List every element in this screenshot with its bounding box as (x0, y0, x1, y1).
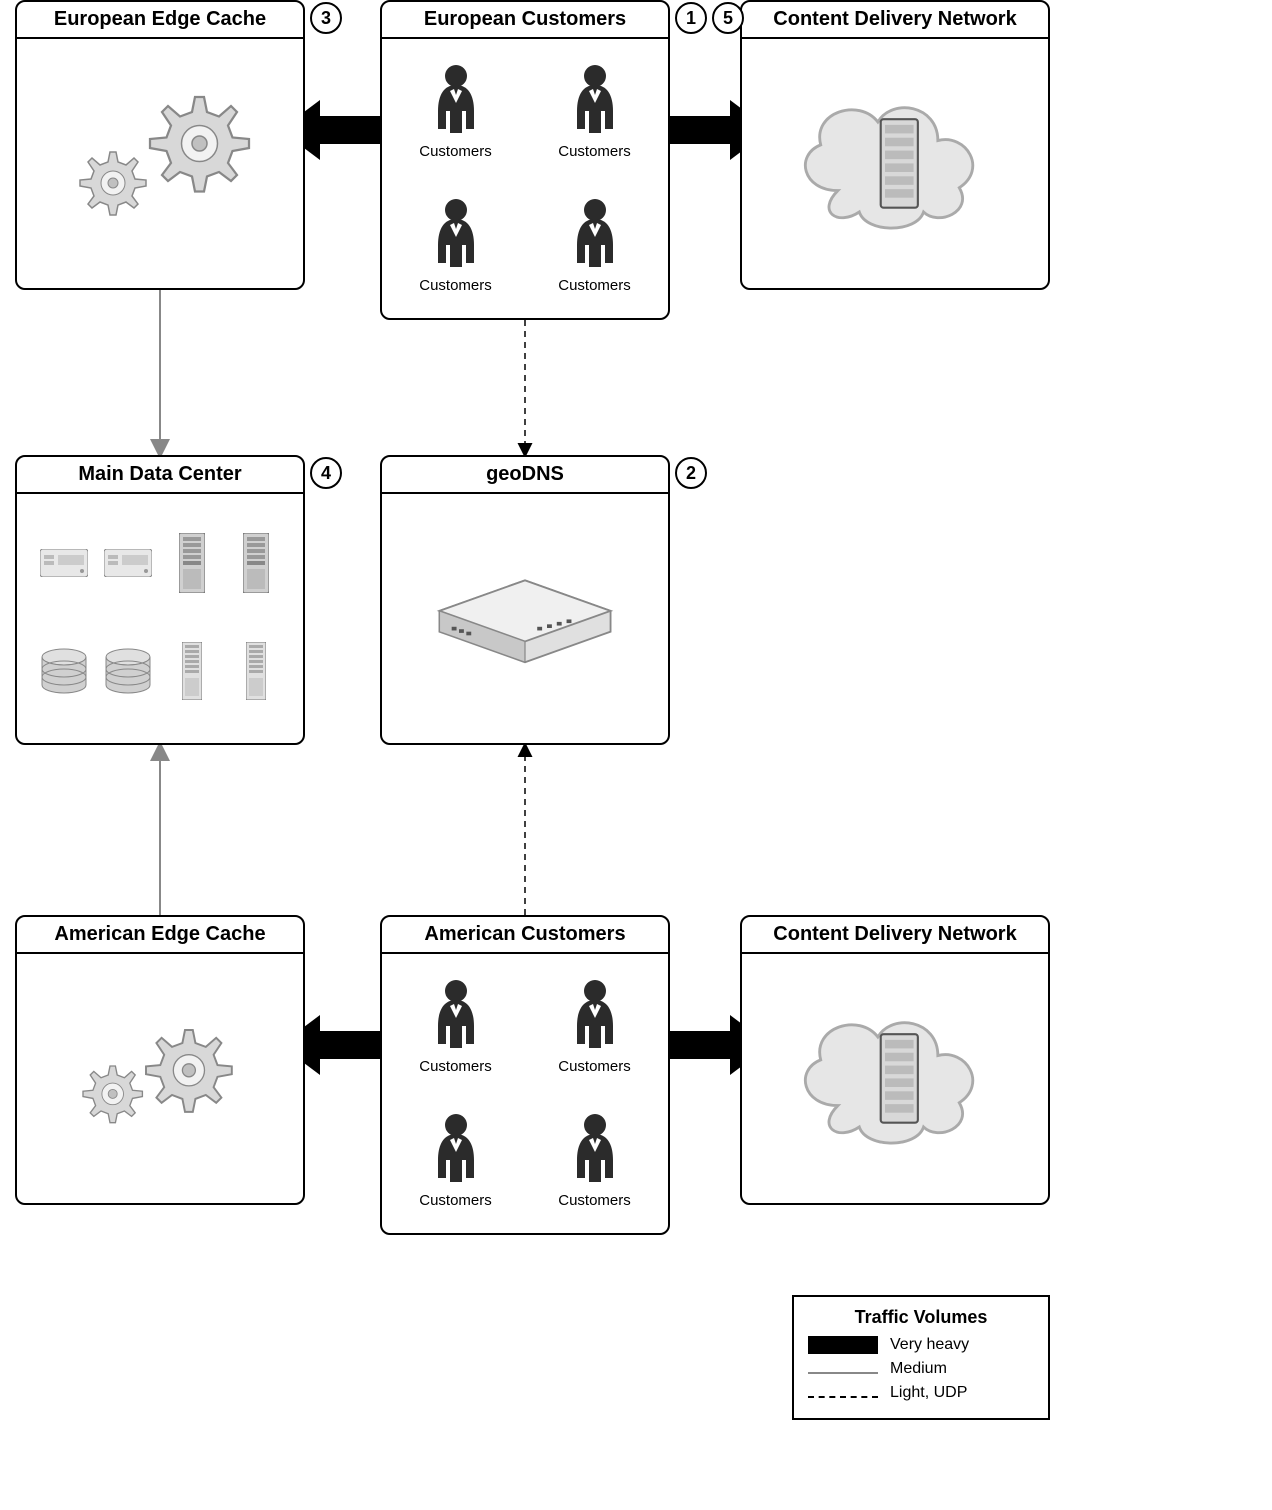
step-badge-5: 5 (712, 2, 744, 34)
person-icon (565, 195, 625, 275)
legend-item-heavy: Very heavy (808, 1336, 1034, 1354)
customer-item: Customers (390, 181, 521, 307)
customer-item: Customers (529, 1096, 660, 1222)
node-title: Content Delivery Network (742, 2, 1048, 39)
node-title: American Customers (382, 917, 668, 954)
customer-label: Customers (419, 277, 492, 294)
node-main-data-center: Main Data Center (15, 455, 305, 745)
node-cdn-2: Content Delivery Network (740, 915, 1050, 1205)
node-eu-edge-cache: European Edge Cache (15, 0, 305, 290)
legend-label: Medium (890, 1360, 947, 1378)
node-title: American Edge Cache (17, 917, 303, 954)
gears-icon (17, 954, 303, 1200)
node-title: geoDNS (382, 457, 668, 494)
cloud-server-icon (742, 954, 1048, 1200)
customer-item: Customers (390, 47, 521, 173)
person-icon (426, 195, 486, 275)
gears-icon (17, 39, 303, 285)
router-icon (382, 494, 668, 740)
node-title: European Edge Cache (17, 2, 303, 39)
customer-item: Customers (529, 962, 660, 1088)
customer-label: Customers (558, 1058, 631, 1075)
legend-label: Very heavy (890, 1336, 969, 1354)
person-icon (426, 1110, 486, 1190)
step-badge-4: 4 (310, 457, 342, 489)
tower-server-icon (243, 533, 269, 593)
node-geodns: geoDNS (380, 455, 670, 745)
legend-swatch-medium (808, 1372, 878, 1374)
customer-label: Customers (558, 277, 631, 294)
customer-label: Customers (419, 143, 492, 160)
customer-label: Customers (419, 1058, 492, 1075)
customer-label: Customers (558, 143, 631, 160)
disk-icon (104, 647, 152, 695)
customer-item: Customers (529, 47, 660, 173)
rack-server-icon (246, 642, 266, 700)
node-am-customers: American Customers Customers Customers C… (380, 915, 670, 1235)
customer-item: Customers (390, 962, 521, 1088)
person-icon (426, 976, 486, 1056)
tower-server-icon (179, 533, 205, 593)
customer-item: Customers (529, 181, 660, 307)
legend-title: Traffic Volumes (808, 1307, 1034, 1328)
legend-label: Light, UDP (890, 1384, 967, 1402)
rack-server-icon (182, 642, 202, 700)
step-badge-1: 1 (675, 2, 707, 34)
legend: Traffic Volumes Very heavy Medium Light,… (792, 1295, 1050, 1420)
cloud-server-icon (742, 39, 1048, 285)
node-title: Content Delivery Network (742, 917, 1048, 954)
person-icon (565, 61, 625, 141)
step-badge-2: 2 (675, 457, 707, 489)
legend-item-medium: Medium (808, 1360, 1034, 1378)
storage-box-icon (40, 549, 88, 577)
person-icon (565, 976, 625, 1056)
step-badge-3: 3 (310, 2, 342, 34)
legend-swatch-dashed (808, 1396, 878, 1398)
node-eu-customers: European Customers Customers Customers C… (380, 0, 670, 320)
person-icon (426, 61, 486, 141)
person-icon (565, 1110, 625, 1190)
storage-box-icon (104, 549, 152, 577)
customer-label: Customers (558, 1192, 631, 1209)
node-title: Main Data Center (17, 457, 303, 494)
customer-item: Customers (390, 1096, 521, 1222)
legend-swatch-heavy (808, 1336, 878, 1354)
node-am-edge-cache: American Edge Cache (15, 915, 305, 1205)
customer-label: Customers (419, 1192, 492, 1209)
disk-icon (40, 647, 88, 695)
node-cdn-1: Content Delivery Network (740, 0, 1050, 290)
node-title: European Customers (382, 2, 668, 39)
legend-item-dashed: Light, UDP (808, 1384, 1034, 1402)
